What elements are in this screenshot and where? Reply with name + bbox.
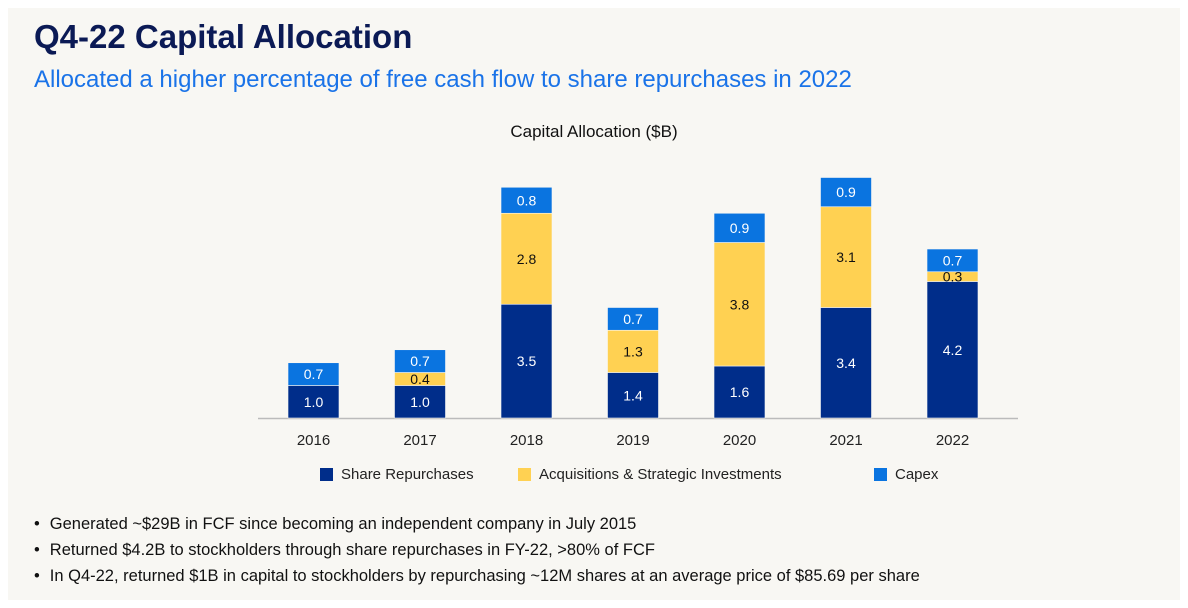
bar-segment [713, 365, 766, 419]
x-tick-label: 2019 [616, 432, 649, 449]
x-tick-label: 2016 [297, 432, 330, 449]
bar-segment [607, 372, 659, 419]
data-label: 3.1 [836, 249, 856, 265]
bar-segment [394, 385, 446, 419]
bullet-list: Generated ~$29B in FCF since becoming an… [34, 511, 920, 589]
data-label: 1.0 [304, 394, 324, 410]
page-title: Q4-22 Capital Allocation [34, 18, 413, 55]
data-label: 2.8 [517, 251, 537, 267]
legend-item-share-repurchases: Share Repurchases [320, 466, 474, 483]
data-label: 1.3 [623, 343, 643, 359]
data-label: 0.7 [943, 252, 963, 268]
capital-allocation-chart: 1.0 0.7 2016 1.0 0.4 0.7 2017 3.5 2.8 0.8 2018 1.4 1… [258, 177, 1018, 449]
page-subtitle: Allocated a higher percentage of free ca… [34, 66, 852, 93]
x-tick-label: 2022 [936, 432, 969, 449]
bar-segment [926, 281, 979, 419]
bar-segment [820, 307, 872, 419]
data-label: 3.5 [517, 353, 537, 369]
bar-segment [820, 177, 872, 208]
bullet-item: Returned $4.2B to stockholders through s… [34, 537, 920, 563]
bar-segment [713, 212, 766, 243]
bar-segment [713, 242, 766, 367]
chart-title: Capital Allocation ($B) [510, 122, 678, 141]
bar-segment [394, 349, 446, 373]
data-label: 1.6 [730, 384, 750, 400]
data-label: 0.9 [836, 184, 856, 200]
data-label: 1.4 [623, 387, 643, 403]
legend-label: Share Repurchases [341, 466, 474, 483]
data-label: 0.8 [517, 192, 537, 208]
data-label: 3.8 [730, 296, 750, 312]
bar-segment [607, 329, 659, 373]
data-label: 0.4 [410, 371, 430, 387]
legend-swatch [874, 468, 887, 481]
data-label: 1.0 [410, 394, 430, 410]
bullet-item: In Q4-22, returned $1B in capital to sto… [34, 563, 920, 589]
legend-label: Capex [895, 466, 939, 483]
x-tick-label: 2017 [403, 432, 436, 449]
bar-segment [500, 303, 553, 419]
data-label: 0.7 [623, 311, 643, 327]
x-tick-label: 2020 [723, 432, 756, 449]
data-label: 0.7 [304, 366, 324, 382]
bar-segment [607, 307, 659, 331]
bullet-item: Generated ~$29B in FCF since becoming an… [34, 511, 920, 537]
data-label: 0.7 [410, 353, 430, 369]
bar-segment [926, 248, 979, 273]
x-tick-label: 2018 [510, 432, 543, 449]
bar-segment [500, 186, 553, 214]
data-label: 4.2 [943, 342, 963, 358]
bar-segment [287, 362, 340, 386]
data-label: 3.4 [836, 355, 856, 371]
legend-item-capex: Capex [874, 466, 938, 483]
legend-item-acquisitions: Acquisitions & Strategic Investments [518, 466, 782, 483]
data-label: 0.9 [730, 220, 750, 236]
legend-label: Acquisitions & Strategic Investments [539, 466, 782, 483]
legend-swatch [518, 468, 531, 481]
slide: Q4-22 Capital Allocation Allocated a hig… [8, 8, 1180, 600]
bar-segment [820, 206, 872, 308]
data-label: 0.3 [943, 269, 963, 285]
legend-swatch [320, 468, 333, 481]
x-tick-label: 2021 [829, 432, 862, 449]
bar-segment [500, 212, 553, 305]
